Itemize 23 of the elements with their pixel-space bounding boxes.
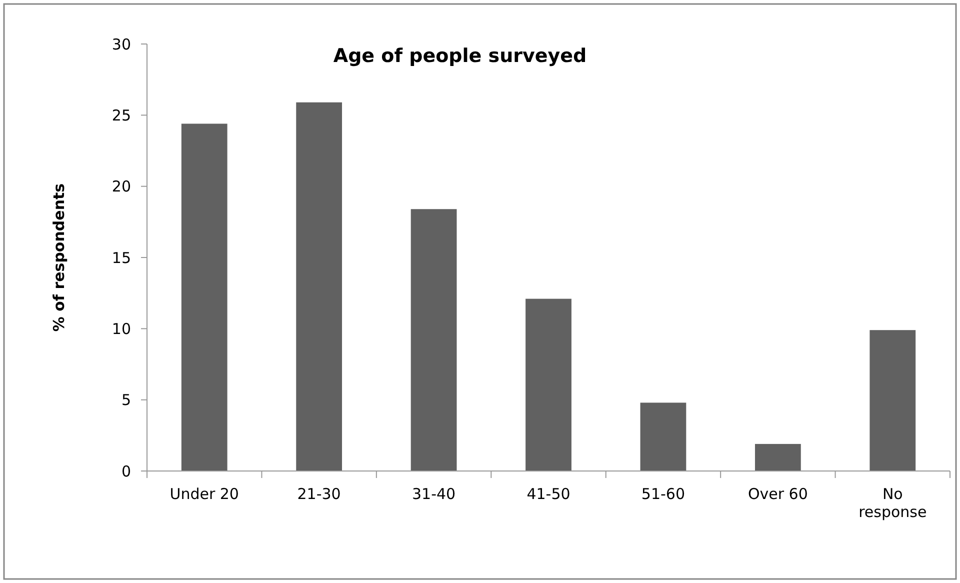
y-tick-label: 20	[112, 178, 131, 196]
bar	[526, 298, 572, 471]
bar	[754, 444, 801, 471]
y-tick-label: 0	[121, 462, 131, 480]
y-axis-title: % of respondents	[50, 183, 68, 332]
x-tick-label: Under 20	[170, 485, 239, 503]
x-tick-label: 21-30	[297, 485, 341, 503]
bar	[870, 330, 916, 471]
y-tick-label: 5	[121, 391, 131, 410]
x-tick-label: 41-50	[526, 485, 570, 503]
y-tick-label: 10	[112, 320, 131, 338]
bar	[296, 102, 342, 471]
x-tick-label: 31-40	[412, 485, 456, 503]
bar	[181, 124, 228, 471]
y-tick-label: 15	[112, 248, 131, 267]
bar	[410, 209, 457, 471]
y-tick-label: 25	[112, 106, 131, 124]
bar	[640, 402, 686, 471]
x-tick-label: 51-60	[641, 485, 686, 503]
x-tick-label: Over 60	[748, 485, 808, 503]
chart-title: Age of people surveyed	[333, 45, 587, 67]
y-tick-label: 30	[112, 35, 131, 54]
x-tick-label: No response	[858, 485, 927, 521]
